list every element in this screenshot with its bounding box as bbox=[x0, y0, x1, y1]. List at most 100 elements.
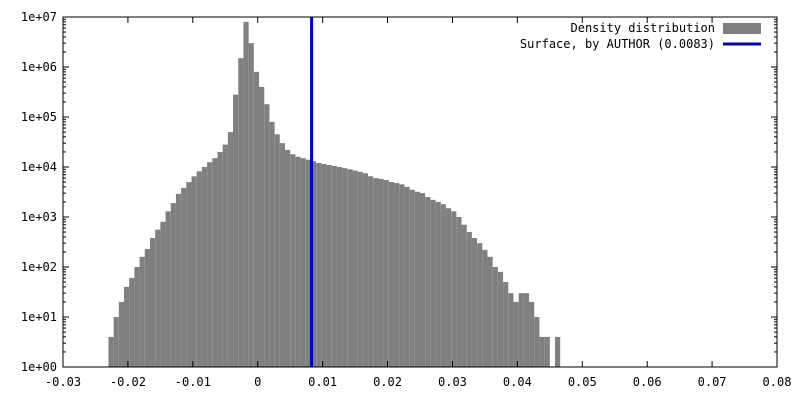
histogram-bar bbox=[555, 336, 561, 367]
histogram-bar bbox=[186, 182, 192, 367]
legend: Density distribution Surface, by AUTHOR … bbox=[520, 21, 761, 51]
histogram-bar bbox=[326, 164, 332, 367]
histogram-bar bbox=[264, 104, 270, 367]
histogram-bar bbox=[368, 176, 374, 367]
y-tick-label: 1e+03 bbox=[21, 210, 57, 224]
histogram-bar bbox=[513, 301, 519, 367]
histogram-bar bbox=[144, 248, 150, 367]
y-tick-label: 1e+01 bbox=[21, 310, 57, 324]
histogram-bar bbox=[539, 336, 545, 367]
x-tick-label: 0 bbox=[254, 375, 261, 389]
x-tick-label: 0.05 bbox=[568, 375, 597, 389]
legend-label-surface: Surface, by AUTHOR (0.0083) bbox=[520, 37, 715, 51]
histogram-bar bbox=[175, 193, 182, 367]
histogram-bar bbox=[233, 94, 239, 368]
histogram-bar bbox=[149, 238, 156, 367]
x-tick-label: 0.03 bbox=[438, 375, 467, 389]
histogram-bar bbox=[310, 161, 317, 367]
histogram-bar bbox=[451, 211, 457, 367]
histogram-bar bbox=[207, 162, 213, 367]
histogram-bar bbox=[425, 197, 431, 367]
histogram-bar bbox=[217, 151, 223, 367]
histogram-bar bbox=[534, 317, 540, 367]
histogram-bar bbox=[139, 256, 145, 367]
histogram-bar bbox=[529, 301, 535, 367]
histogram-bar bbox=[295, 156, 301, 367]
histogram-bar bbox=[165, 211, 171, 367]
x-tick-label: 0.04 bbox=[503, 375, 532, 389]
histogram-bar bbox=[409, 189, 415, 367]
histogram-bar bbox=[222, 144, 228, 367]
histogram-bar bbox=[191, 176, 197, 367]
y-tick-label: 1e+02 bbox=[21, 260, 57, 274]
histogram-bar bbox=[477, 243, 483, 367]
y-tick-label: 1e+04 bbox=[21, 160, 57, 174]
histogram-bar bbox=[497, 271, 504, 367]
histogram-bar bbox=[124, 286, 130, 367]
histogram-bar bbox=[518, 293, 524, 367]
histogram-bar bbox=[503, 282, 509, 367]
histogram-bar bbox=[373, 178, 379, 367]
x-tick-label: 0.01 bbox=[308, 375, 337, 389]
histogram-bar bbox=[300, 158, 306, 367]
histogram-bar bbox=[523, 293, 530, 367]
x-tick-label: -0.03 bbox=[45, 375, 81, 389]
histogram-bar bbox=[129, 278, 135, 367]
histogram-bar bbox=[378, 178, 384, 367]
histogram-bar bbox=[336, 167, 343, 367]
histogram-bar bbox=[471, 238, 478, 367]
histogram-bar bbox=[331, 165, 337, 367]
x-tick-label: 0.07 bbox=[698, 375, 727, 389]
histogram-bar bbox=[155, 229, 161, 367]
histogram-bar bbox=[279, 143, 285, 367]
histogram-bar bbox=[321, 163, 327, 367]
x-tick-label: 0.02 bbox=[373, 375, 402, 389]
histogram-bar bbox=[388, 182, 395, 367]
histogram-bar bbox=[487, 256, 493, 367]
y-tick-label: 1e+06 bbox=[21, 60, 57, 74]
histogram-bar bbox=[160, 221, 166, 367]
legend-swatch-density bbox=[723, 23, 761, 34]
histogram-bar bbox=[404, 186, 410, 367]
histogram-bar bbox=[357, 171, 363, 367]
x-tick-label: 0.06 bbox=[633, 375, 662, 389]
x-axis: -0.03 -0.02 -0.01 0 0.01 0.02 0.03 0.04 0.05 0.06… bbox=[45, 17, 791, 389]
histogram-bar bbox=[212, 158, 218, 367]
histogram-bar bbox=[253, 71, 260, 368]
histogram-bar bbox=[118, 301, 125, 367]
y-tick-label: 1e+00 bbox=[21, 360, 57, 374]
histogram-bar bbox=[113, 317, 119, 367]
x-tick-label: -0.01 bbox=[175, 375, 211, 389]
histogram-bar bbox=[274, 134, 280, 367]
histogram-bar bbox=[440, 204, 446, 367]
histogram-bar bbox=[170, 203, 176, 367]
histogram-bars bbox=[108, 21, 561, 368]
x-tick-label: -0.02 bbox=[110, 375, 146, 389]
histogram-bar bbox=[435, 201, 441, 367]
histogram-bar bbox=[305, 159, 311, 367]
histogram-bar bbox=[238, 58, 244, 368]
histogram-bar bbox=[201, 167, 208, 367]
histogram-bar bbox=[347, 169, 353, 367]
legend-label-density: Density distribution bbox=[571, 21, 716, 35]
histogram-bar bbox=[394, 182, 400, 367]
histogram-bar bbox=[196, 171, 202, 367]
histogram-bar bbox=[248, 43, 254, 368]
histogram-bar bbox=[492, 267, 498, 367]
histogram-bar bbox=[399, 184, 405, 367]
histogram-bar bbox=[430, 199, 436, 367]
histogram-bar bbox=[352, 170, 358, 367]
histogram-bar bbox=[227, 132, 234, 367]
histogram-bar bbox=[290, 154, 296, 367]
y-axis: 1e+00 1e+01 1e+02 1e+03 1e+04 1e+05 1e+06 1e+07 bbox=[21, 10, 777, 374]
histogram-bar bbox=[284, 149, 291, 367]
histogram-bar bbox=[466, 232, 472, 367]
histogram-bar bbox=[461, 224, 467, 367]
histogram-bar bbox=[134, 267, 140, 367]
plot-frame bbox=[62, 16, 778, 368]
histogram-bar bbox=[243, 21, 249, 368]
histogram-bar bbox=[181, 188, 187, 367]
y-tick-label: 1e+05 bbox=[21, 110, 57, 124]
histogram-bar bbox=[544, 336, 550, 367]
